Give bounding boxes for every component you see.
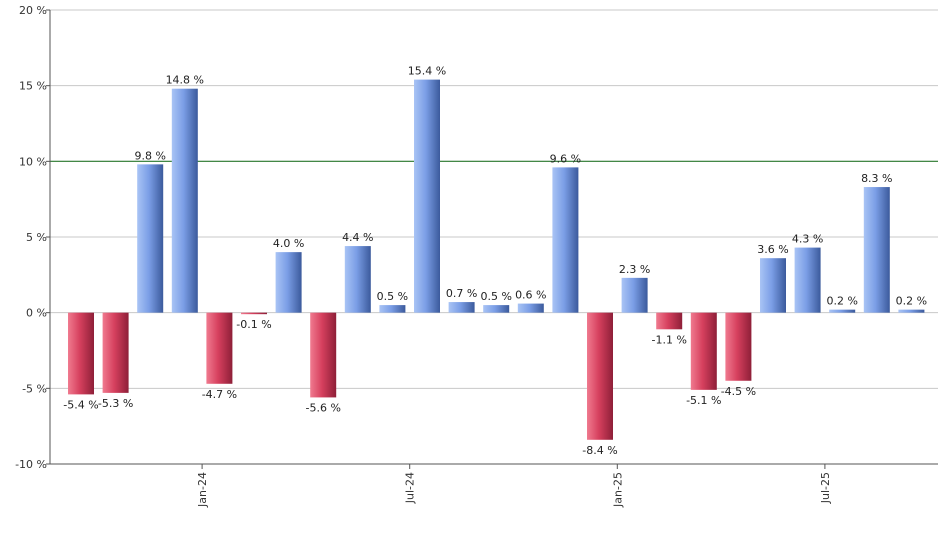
bars [68,79,925,440]
bar [206,312,233,384]
bar [656,312,683,330]
x-tick-label: Jan-25 [611,472,624,508]
bar [690,312,717,390]
bar [310,312,337,398]
bar [102,312,129,393]
x-tick-label: Jul-24 [404,472,417,504]
data-label: 0.6 % [515,289,546,302]
data-label: 0.5 % [480,290,511,303]
data-label: -5.3 % [98,397,133,410]
y-tick-label: -5 % [22,382,47,395]
data-label: -0.1 % [236,318,271,331]
data-label: 2.3 % [619,263,650,276]
data-label: 9.8 % [134,149,165,162]
data-label: 3.6 % [757,243,788,256]
bar [517,303,544,313]
bar [794,247,821,313]
bar [137,164,164,313]
x-tick-label: Jan-24 [196,472,209,508]
data-label: 15.4 % [408,65,446,78]
bar [863,187,890,313]
data-label: -1.1 % [651,333,686,346]
bar [552,167,579,313]
bar [68,312,94,395]
bar [898,309,925,313]
data-label: 4.0 % [273,237,304,250]
bar [725,312,752,381]
data-label: -5.4 % [63,398,98,411]
bar [241,312,267,315]
bar [344,246,371,313]
y-tick-label: 20 % [19,4,47,17]
data-label: -4.5 % [721,385,756,398]
data-label: 4.3 % [792,233,823,246]
data-label: 8.3 % [861,172,892,185]
data-label: -5.1 % [686,394,721,407]
y-tick-label: 15 % [19,80,47,93]
y-tick-label: -10 % [15,458,47,471]
bar [621,277,648,313]
data-label: 0.2 % [826,295,857,308]
data-label: -4.7 % [202,388,237,401]
bar [414,79,440,313]
bar [483,305,510,313]
x-tick-label: Jul-25 [819,472,832,504]
bar [379,305,406,313]
data-label: 4.4 % [342,231,373,244]
bar [171,88,198,313]
bar [587,312,613,440]
axes: -10 % -5 % 0 % 5 % 10 % 15 % 20 % Jan-24 Jul-24 J… [15,4,938,508]
data-label: 0.7 % [446,287,477,300]
y-tick-label: 10 % [19,155,47,168]
bar [275,252,302,313]
data-label: 0.2 % [896,295,927,308]
y-tick-label: 5 % [26,231,47,244]
bar [448,302,475,313]
data-label: 9.6 % [550,152,581,165]
bar [829,309,856,313]
y-tick-label: 0 % [26,307,47,320]
bar [760,258,786,313]
data-labels: -5.4 % -5.3 % 9.8 % 14.8 % -4.7 % -0.1 % 4.0 %… [63,65,927,457]
data-label: -8.4 % [582,444,617,457]
data-label: 14.8 % [166,74,204,87]
data-label: 0.5 % [377,290,408,303]
data-label: -5.6 % [305,401,340,414]
